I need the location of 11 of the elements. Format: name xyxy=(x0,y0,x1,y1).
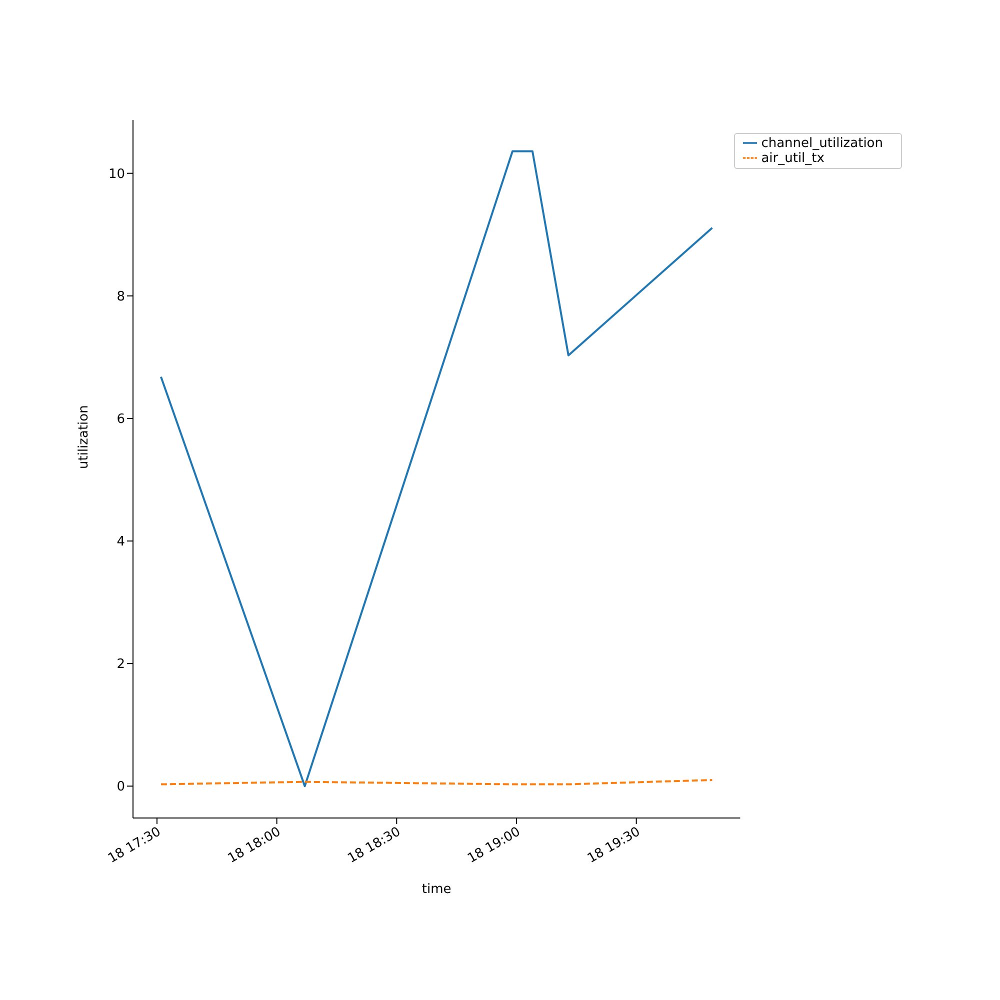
y-tick-label: 4 xyxy=(116,534,125,550)
x-axis-title: time xyxy=(422,882,452,897)
y-axis-title: utilization xyxy=(76,405,92,469)
y-tick-label: 2 xyxy=(116,657,125,672)
legend-label: air_util_tx xyxy=(761,151,824,166)
y-tick-label: 6 xyxy=(116,412,125,428)
y-tick-label: 8 xyxy=(116,289,125,304)
legend-label: channel_utilization xyxy=(761,136,883,151)
y-tick-label: 0 xyxy=(116,780,125,795)
y-tick-label: 10 xyxy=(108,166,125,182)
line-series xyxy=(160,150,714,788)
